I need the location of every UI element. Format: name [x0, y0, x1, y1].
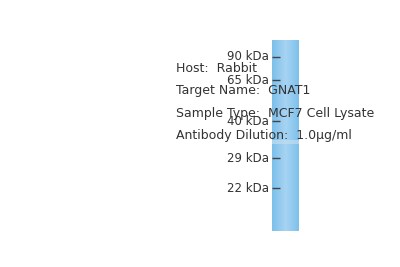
Text: Target Name:  GNAT1: Target Name: GNAT1 — [176, 84, 310, 97]
Text: 40 kDa: 40 kDa — [227, 115, 269, 128]
Text: Antibody Dilution:  1.0μg/ml: Antibody Dilution: 1.0μg/ml — [176, 129, 352, 142]
Text: 29 kDa: 29 kDa — [227, 152, 269, 165]
Text: Host:  Rabbit: Host: Rabbit — [176, 61, 256, 74]
Text: 90 kDa: 90 kDa — [227, 50, 269, 63]
Text: 22 kDa: 22 kDa — [227, 182, 269, 195]
Text: Sample Type:  MCF7 Cell Lysate: Sample Type: MCF7 Cell Lysate — [176, 107, 374, 120]
Bar — [272, 140, 299, 144]
Text: 65 kDa: 65 kDa — [227, 74, 269, 87]
